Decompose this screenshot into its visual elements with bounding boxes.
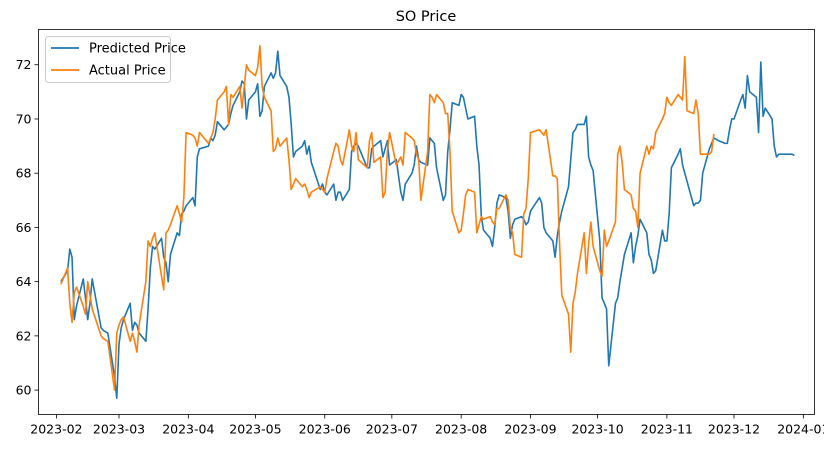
series-line-2 (60, 44, 715, 391)
x-tick-label: 2023-06 (299, 422, 351, 437)
y-tick-label: 64 (16, 274, 32, 289)
x-tick-label: 2023-10 (571, 422, 623, 437)
y-tick-label: 60 (16, 383, 32, 398)
series-layer (60, 44, 795, 400)
y-tick-label: 62 (16, 328, 32, 343)
chart-title: SO Price (396, 9, 457, 25)
legend-label-1: Predicted Price (89, 42, 186, 57)
series-line-1 (60, 50, 795, 400)
x-tick-label: 2023-05 (229, 422, 281, 437)
y-tick-label: 70 (16, 111, 32, 126)
plot-area (38, 29, 815, 415)
y-tick-label: 72 (16, 57, 32, 72)
y-tick-label: 68 (16, 166, 32, 181)
x-tick-label: 2023-07 (366, 422, 418, 437)
x-tick-label: 2023-09 (504, 422, 556, 437)
y-axis: 60 62 64 66 68 70 72 (16, 57, 39, 398)
x-tick-label: 2023-11 (641, 422, 693, 437)
legend: Predicted Price Actual Price (45, 36, 186, 83)
x-tick-label: 2023-12 (708, 422, 760, 437)
x-tick-label: 2023-04 (162, 422, 214, 437)
x-tick-label: 2023-02 (30, 422, 82, 437)
y-tick-label: 66 (16, 220, 32, 235)
x-tick-label: 2024-01 (777, 422, 824, 437)
x-axis: 2023-02 2023-03 2023-04 2023-05 2023-06 2023-… (30, 414, 824, 437)
x-tick-label: 2023-08 (435, 422, 487, 437)
plot-frame (38, 29, 815, 415)
legend-label-2: Actual Price (89, 64, 166, 79)
x-tick-label: 2023-03 (93, 422, 145, 437)
